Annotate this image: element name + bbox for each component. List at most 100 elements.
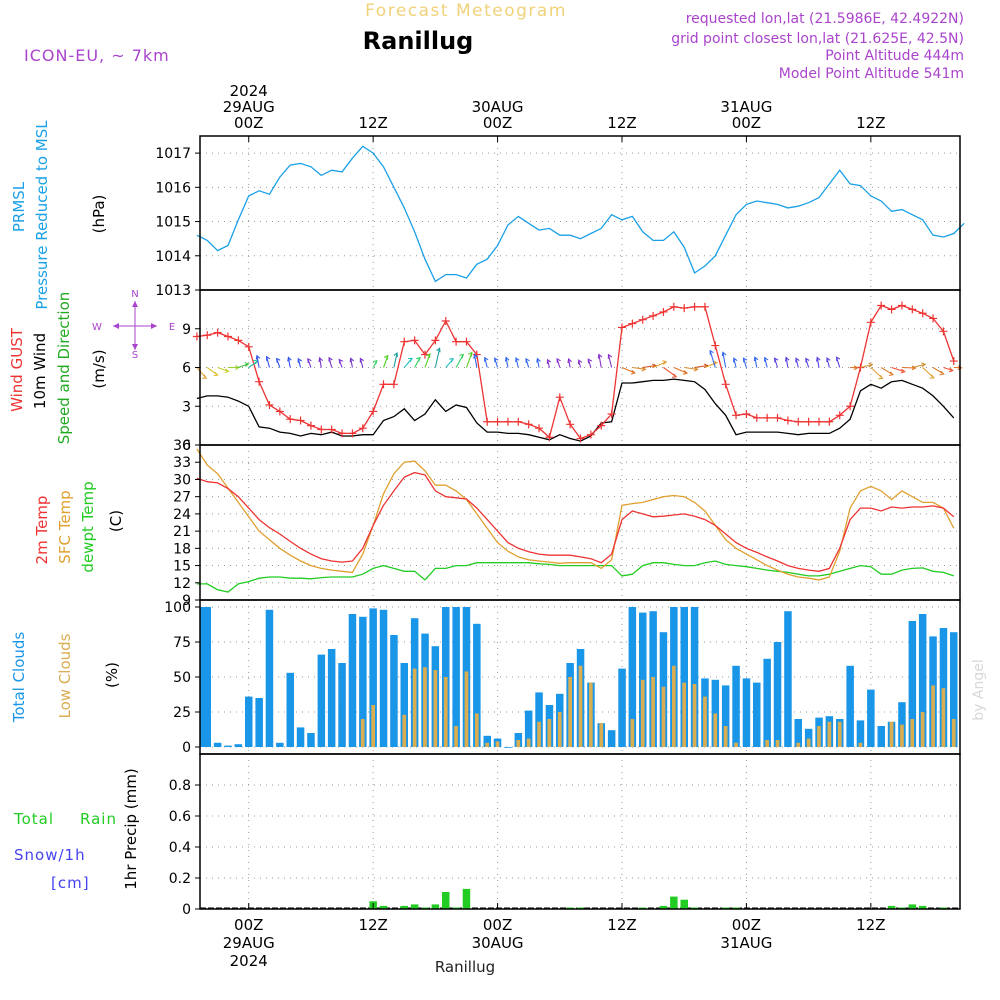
gust-marker — [234, 336, 243, 345]
total-clouds-bar — [400, 663, 408, 747]
low-clouds-bar — [526, 738, 531, 747]
location-title: Ranillug — [363, 27, 474, 55]
wind-direction-arrow — [328, 356, 333, 368]
time-label-bottom: 12Z — [856, 916, 885, 934]
low-clouds-bar — [827, 721, 832, 747]
wind-direction-arrow — [826, 356, 831, 368]
low-clouds-bar — [371, 705, 375, 747]
panel-frame-4 — [199, 753, 961, 910]
gust-marker — [752, 413, 761, 422]
gust-marker — [586, 430, 595, 439]
gust-marker — [296, 416, 305, 425]
gust-marker — [711, 341, 720, 350]
wind-direction-arrow — [434, 347, 441, 368]
low-clouds-bar — [423, 667, 427, 747]
compass-rose: W E N S — [92, 289, 175, 361]
wind-direction-arrow — [383, 354, 389, 368]
ytick-label-2: 12 — [173, 576, 191, 592]
wind-direction-arrow — [266, 355, 271, 368]
low-clouds-bar — [557, 712, 562, 747]
time-label-top: 00Z — [732, 114, 761, 132]
total-clouds-bar — [224, 745, 232, 747]
wind-direction-arrow — [742, 357, 748, 368]
wind-direction-arrow — [652, 360, 668, 369]
low-clouds-bar — [475, 713, 479, 747]
ytick-label-0: 1014 — [155, 249, 191, 265]
low-clouds-bar — [433, 670, 438, 747]
total-clouds-bar — [265, 609, 274, 747]
total-clouds-bar — [203, 607, 211, 747]
total-clouds-bar — [877, 726, 885, 747]
total-clouds-bar — [473, 623, 481, 747]
total-clouds-bar — [680, 607, 688, 747]
rain-bar — [659, 905, 668, 909]
time-label-bottom: 2024 — [230, 952, 268, 970]
wind-direction-arrow — [445, 358, 455, 368]
gust-marker — [732, 411, 741, 420]
wind-direction-arrow — [912, 362, 927, 369]
low-clouds-bar — [672, 665, 676, 747]
wind-direction-arrow — [932, 367, 945, 376]
gust-marker — [514, 417, 523, 426]
total-clouds-bar — [742, 678, 751, 747]
gust-marker — [659, 307, 668, 316]
wind-direction-arrow — [774, 357, 779, 368]
gust-marker — [348, 429, 357, 438]
wind-direction-arrow — [515, 356, 520, 368]
wind-direction-arrow — [805, 357, 810, 368]
pressure-side-label-1: PRMSL — [10, 181, 28, 232]
gust-marker — [669, 302, 678, 311]
low-clouds-bar — [443, 677, 448, 747]
wind-direction-arrow — [943, 366, 954, 373]
low-clouds-bar — [599, 723, 604, 747]
low-clouds-bar — [837, 721, 842, 747]
model-altitude: Model Point Altitude 541m — [779, 66, 964, 82]
gust-marker — [783, 416, 792, 425]
wind-unit-label: (m/s) — [90, 349, 108, 388]
gust-marker — [887, 305, 896, 314]
time-label-top: 00Z — [234, 114, 263, 132]
watermark: by Angel — [971, 659, 987, 720]
gust-marker — [846, 402, 855, 411]
wind-direction-arrow — [227, 365, 241, 370]
ytick-label-2: 30 — [173, 472, 191, 488]
gust-marker — [576, 434, 585, 443]
wind-direction-arrow — [621, 366, 636, 375]
gust-marker — [638, 315, 647, 324]
total-clouds-bar — [348, 614, 357, 747]
time-label-top: 31AUG — [720, 98, 772, 116]
gust-marker — [306, 421, 315, 430]
low-clouds-bar — [537, 721, 541, 747]
wind-direction-arrow — [870, 367, 884, 380]
gust-marker — [566, 420, 575, 429]
total-clouds-bar — [327, 649, 336, 747]
rain-bar — [908, 904, 917, 909]
gust-marker — [877, 301, 886, 310]
gust-marker — [213, 328, 222, 337]
total-clouds-bar — [908, 621, 917, 747]
clouds-unit-label: (%) — [103, 662, 121, 688]
compass-s: S — [132, 350, 138, 361]
gust-marker — [721, 380, 730, 389]
rain-bar — [379, 905, 388, 909]
ytick-label-4: 0.6 — [169, 809, 191, 825]
gust-marker — [617, 323, 626, 332]
low-clouds-bar — [931, 685, 935, 747]
ytick-label-1: 6 — [182, 361, 191, 377]
gust-marker — [244, 342, 253, 351]
model-label: ICON-EU, ~ 7km — [24, 46, 170, 65]
precip-unit-label: 1hr Precip (mm) — [122, 768, 140, 889]
rain-bar — [410, 904, 419, 909]
wind-direction-arrow — [473, 353, 478, 368]
low-clouds-bar — [900, 724, 904, 747]
total-clouds-bar — [950, 632, 958, 747]
low-clouds-bar — [910, 719, 915, 747]
time-label-top: 12Z — [607, 114, 636, 132]
time-label-top: 29AUG — [223, 98, 275, 116]
rain-bar — [918, 905, 927, 909]
gust-marker — [690, 302, 699, 311]
pressure-unit-label: (hPa) — [90, 195, 108, 234]
wind-direction-arrow — [338, 358, 344, 368]
ytick-label-3: 25 — [173, 705, 191, 721]
gust-marker — [773, 413, 782, 422]
